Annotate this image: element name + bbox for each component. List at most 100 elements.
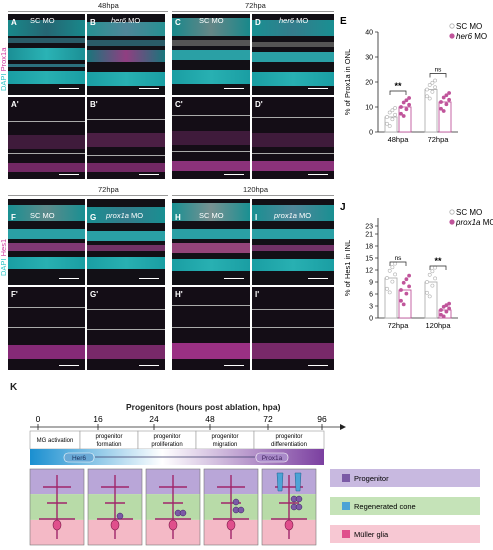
- retina-tile-border: [87, 468, 143, 546]
- data-point: [387, 268, 392, 273]
- middle-time-left-rule: [8, 195, 168, 196]
- data-point: [407, 273, 412, 278]
- data-point: [427, 294, 432, 299]
- panel-h-title: SC MO: [199, 211, 224, 220]
- micrograph-panel-b: [87, 14, 165, 95]
- panel-b-prime-label: B': [90, 100, 98, 109]
- data-point: [433, 78, 438, 83]
- legend-band: [330, 525, 480, 543]
- legend-label: SC MO: [456, 208, 482, 217]
- data-point: [387, 110, 392, 115]
- data-point: [407, 284, 412, 289]
- data-point: [427, 272, 432, 277]
- muller-glia-process: [155, 475, 191, 539]
- retina-tile-border: [203, 468, 259, 546]
- regenerated-cone: [276, 472, 284, 492]
- panel-d-title: her6 MO: [279, 16, 309, 25]
- legend-swatch: [342, 474, 350, 482]
- y-tick-label: 9: [369, 280, 373, 287]
- micrograph-panel-c-prime: [172, 97, 250, 179]
- data-point: [433, 265, 438, 270]
- data-point: [399, 111, 403, 116]
- data-point: [439, 100, 443, 104]
- panel-c-label: C: [175, 18, 181, 27]
- significance-label: **: [434, 256, 442, 266]
- x-tick-label: 72hpa: [428, 135, 450, 144]
- data-point: [407, 96, 412, 100]
- micrograph-panel-i: [252, 199, 334, 285]
- y-tick-label: 3: [369, 304, 373, 311]
- progenitor-cell: [179, 509, 187, 517]
- middle-side-label: DAPI Hes1: [0, 238, 8, 276]
- muller-glia-nucleus: [110, 519, 120, 531]
- micrograph-panel-a-prime: [8, 97, 85, 179]
- y-axis-label: % of Hes1 in INL: [343, 240, 352, 296]
- muller-glia-process: [213, 475, 249, 539]
- micrograph-panel-c: [172, 14, 250, 95]
- bar: [424, 281, 438, 319]
- stage-label-line-1: progenitor: [95, 434, 122, 440]
- y-axis-label: % of Prox1a in ONL: [343, 49, 352, 115]
- panel-i-label: I: [255, 213, 258, 222]
- data-point: [390, 117, 395, 122]
- panel-c-title: SC MO: [199, 16, 224, 25]
- muller-glia-process: [271, 475, 307, 539]
- data-point: [430, 283, 435, 288]
- y-tick-label: 30: [365, 55, 373, 62]
- data-point: [404, 277, 409, 282]
- data-point: [444, 303, 449, 308]
- progenitor-cell: [295, 495, 303, 503]
- micrograph-panel-f-prime: [8, 287, 85, 370]
- y-tick-label: 21: [365, 232, 373, 239]
- data-point: [404, 98, 409, 103]
- data-point: [439, 106, 443, 111]
- panel-f-title: SC MO: [30, 211, 55, 220]
- legend-marker: [449, 209, 455, 215]
- panel-a-title: SC MO: [30, 16, 55, 25]
- bar: [384, 277, 398, 319]
- significance-label: ns: [435, 67, 443, 74]
- micrograph-panel-d-prime: [252, 97, 334, 179]
- schematic-k: 0 16 24 48 72 96 MG activation progenitor format…: [29, 415, 480, 546]
- time-tick-label: 96: [317, 415, 327, 424]
- data-point: [387, 290, 392, 295]
- legend-swatch: [342, 502, 350, 510]
- legend-swatch: [342, 530, 350, 538]
- her6-label: Her6: [72, 455, 86, 462]
- panel-k-label: K: [10, 382, 18, 393]
- legend-marker: [449, 219, 455, 225]
- significance-label: **: [394, 81, 402, 91]
- data-point: [433, 276, 438, 281]
- data-point: [393, 106, 398, 110]
- data-point: [404, 107, 409, 112]
- retina-tile-border: [261, 468, 317, 546]
- muller-glia-process: [97, 475, 133, 539]
- data-point: [393, 261, 398, 266]
- y-tick-label: 10: [365, 105, 373, 112]
- data-point: [401, 280, 406, 285]
- panel-a-prime-label: A': [11, 100, 19, 109]
- time-tick-label: 16: [93, 415, 103, 424]
- panel-f-label: F: [11, 213, 16, 222]
- time-tick-label: 48: [205, 415, 215, 424]
- legend-marker: [449, 23, 455, 29]
- significance-bracket: [429, 73, 447, 78]
- muller-glia-process: [39, 475, 75, 539]
- data-point: [427, 83, 432, 87]
- data-point: [385, 286, 389, 291]
- data-point: [441, 304, 446, 309]
- stage-label-line-2: formation: [96, 442, 121, 448]
- data-point: [390, 108, 395, 113]
- legend-label: SC MO: [456, 22, 482, 31]
- chart-e: E 0 10 20 30 40 % of Prox1a in ONL 48hpa ** 72hpa…: [340, 16, 487, 144]
- bar: [438, 309, 452, 319]
- data-point: [399, 288, 403, 292]
- data-point: [401, 114, 406, 118]
- middle-time-right-rule: [172, 195, 334, 196]
- time-axis-arrow: [340, 424, 346, 430]
- legend-label: Regenerated cone: [354, 502, 416, 511]
- legend-band: [330, 469, 480, 487]
- x-tick-label: 48hpa: [388, 135, 410, 144]
- progenitor-cell: [295, 503, 303, 511]
